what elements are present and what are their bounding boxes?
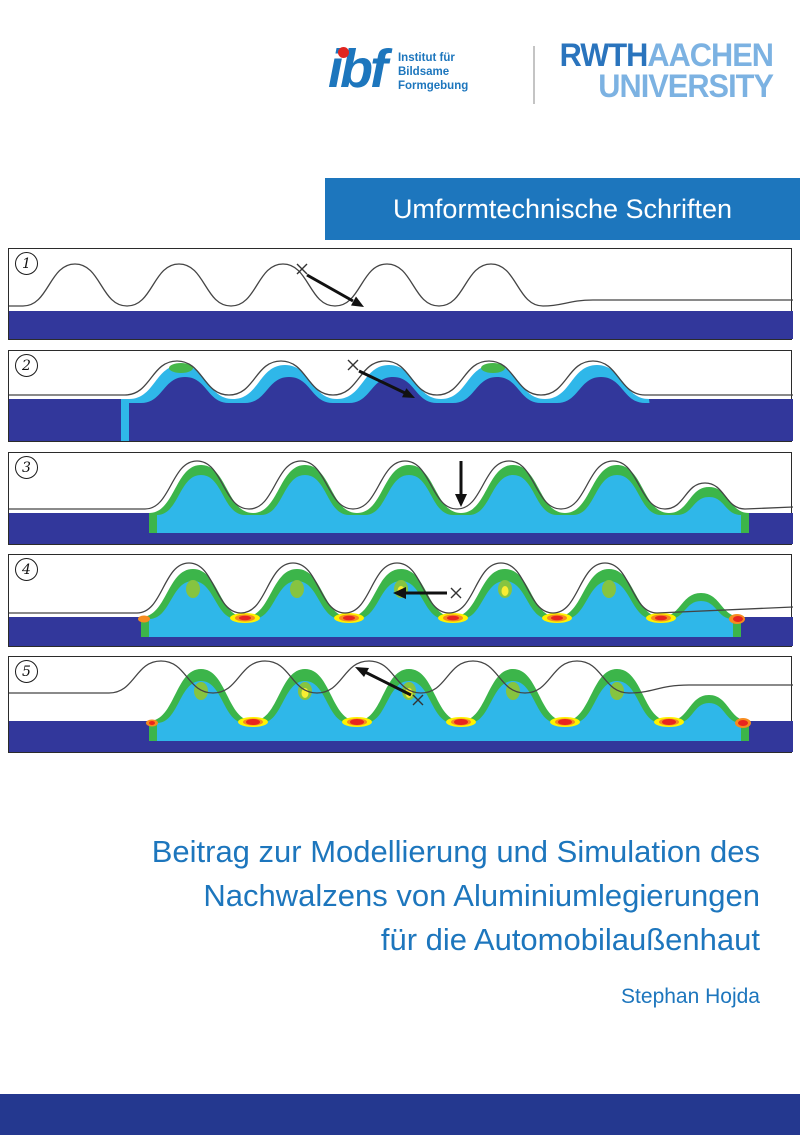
sheet bbox=[9, 311, 793, 339]
simulation-panel-2: 2 bbox=[8, 350, 793, 442]
roll-profile-line bbox=[9, 460, 793, 510]
logo-divider bbox=[533, 46, 535, 104]
shift-left-arrow bbox=[393, 587, 462, 599]
rwth-aachen-logo: RWTHAACHEN UNIVERSITY bbox=[554, 37, 774, 104]
sheet-bottom bbox=[9, 741, 793, 752]
contact-hot-spots bbox=[138, 613, 745, 624]
panel-number-badge: 2 bbox=[15, 354, 38, 377]
press-down-arrow bbox=[455, 461, 467, 507]
footer-bar bbox=[0, 1094, 800, 1135]
panel-number-badge: 5 bbox=[15, 660, 38, 683]
panel-2-graphic bbox=[9, 359, 793, 441]
simulation-panel-4: 4 bbox=[8, 554, 793, 647]
simulation-panel-1: 1 bbox=[8, 248, 793, 340]
strain-band-cyan bbox=[157, 475, 741, 544]
roll-profile-line bbox=[9, 360, 793, 396]
simulation-figure: 1 2 bbox=[8, 248, 793, 753]
ibf-tagline-line: Formgebung bbox=[397, 80, 469, 92]
strain-spot-green bbox=[481, 363, 505, 373]
panel-number-badge: 3 bbox=[15, 456, 38, 479]
ibf-logo-red-dot-icon bbox=[338, 47, 349, 58]
crest-strain-spots bbox=[194, 682, 624, 700]
roll-profile-line bbox=[9, 660, 793, 694]
roll-profile-line bbox=[9, 562, 793, 614]
contact-arrow bbox=[296, 263, 364, 307]
rwth-logo-line1: RWTHAACHEN bbox=[554, 37, 774, 73]
simulation-panel-3: 3 bbox=[8, 452, 793, 545]
ibf-tagline-line: Institut für bbox=[397, 52, 455, 64]
title-line-2: Nachwalzens von Aluminiumlegierungen bbox=[203, 878, 760, 913]
panel-5-graphic bbox=[9, 660, 793, 752]
contact-arrow bbox=[347, 359, 415, 398]
simulation-panel-5: 5 bbox=[8, 656, 793, 753]
roll-profile-line bbox=[9, 263, 793, 307]
contact-hot-spots bbox=[146, 717, 751, 728]
strain-spot-green bbox=[169, 363, 193, 373]
rwth-wordmark: RWTH bbox=[559, 37, 649, 73]
sheet-bottom bbox=[9, 533, 793, 544]
release-arrow bbox=[355, 667, 424, 706]
sheet-core bbox=[129, 377, 661, 441]
sheet-bottom bbox=[9, 637, 793, 646]
author-name: Stephan Hojda bbox=[621, 985, 760, 1008]
panel-4-graphic bbox=[9, 562, 793, 646]
aachen-wordmark: AACHEN bbox=[647, 37, 774, 73]
panel-1-graphic bbox=[9, 263, 793, 339]
ibf-tagline-line: Bildsame bbox=[397, 66, 450, 78]
ibf-logo-wordmark: ibf bbox=[328, 39, 388, 99]
panel-3-graphic bbox=[9, 460, 793, 544]
series-banner: Umformtechnische Schriften bbox=[325, 178, 800, 240]
title-line-3: für die Automobilaußenhaut bbox=[380, 922, 760, 957]
panel-number-badge: 4 bbox=[15, 558, 38, 581]
series-banner-text: Umformtechnische Schriften bbox=[392, 193, 733, 224]
ibf-logo-text: ibf bbox=[328, 39, 388, 99]
book-title: Beitrag zur Modellierung und Simulation … bbox=[152, 830, 760, 962]
ibf-tagline: Institut für Bildsame Formgebung bbox=[398, 51, 468, 96]
panel-number-badge: 1 bbox=[15, 252, 38, 275]
title-line-1: Beitrag zur Modellierung und Simulation … bbox=[151, 834, 760, 869]
university-wordmark: UNIVERSITY bbox=[598, 68, 774, 104]
ibf-logo: ibf Institut für Bildsame Formgebung bbox=[328, 42, 468, 96]
